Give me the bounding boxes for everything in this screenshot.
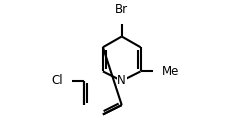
Text: Cl: Cl [51,74,63,87]
Text: N: N [117,74,126,87]
Text: Me: Me [161,65,178,78]
Text: Br: Br [115,3,128,16]
